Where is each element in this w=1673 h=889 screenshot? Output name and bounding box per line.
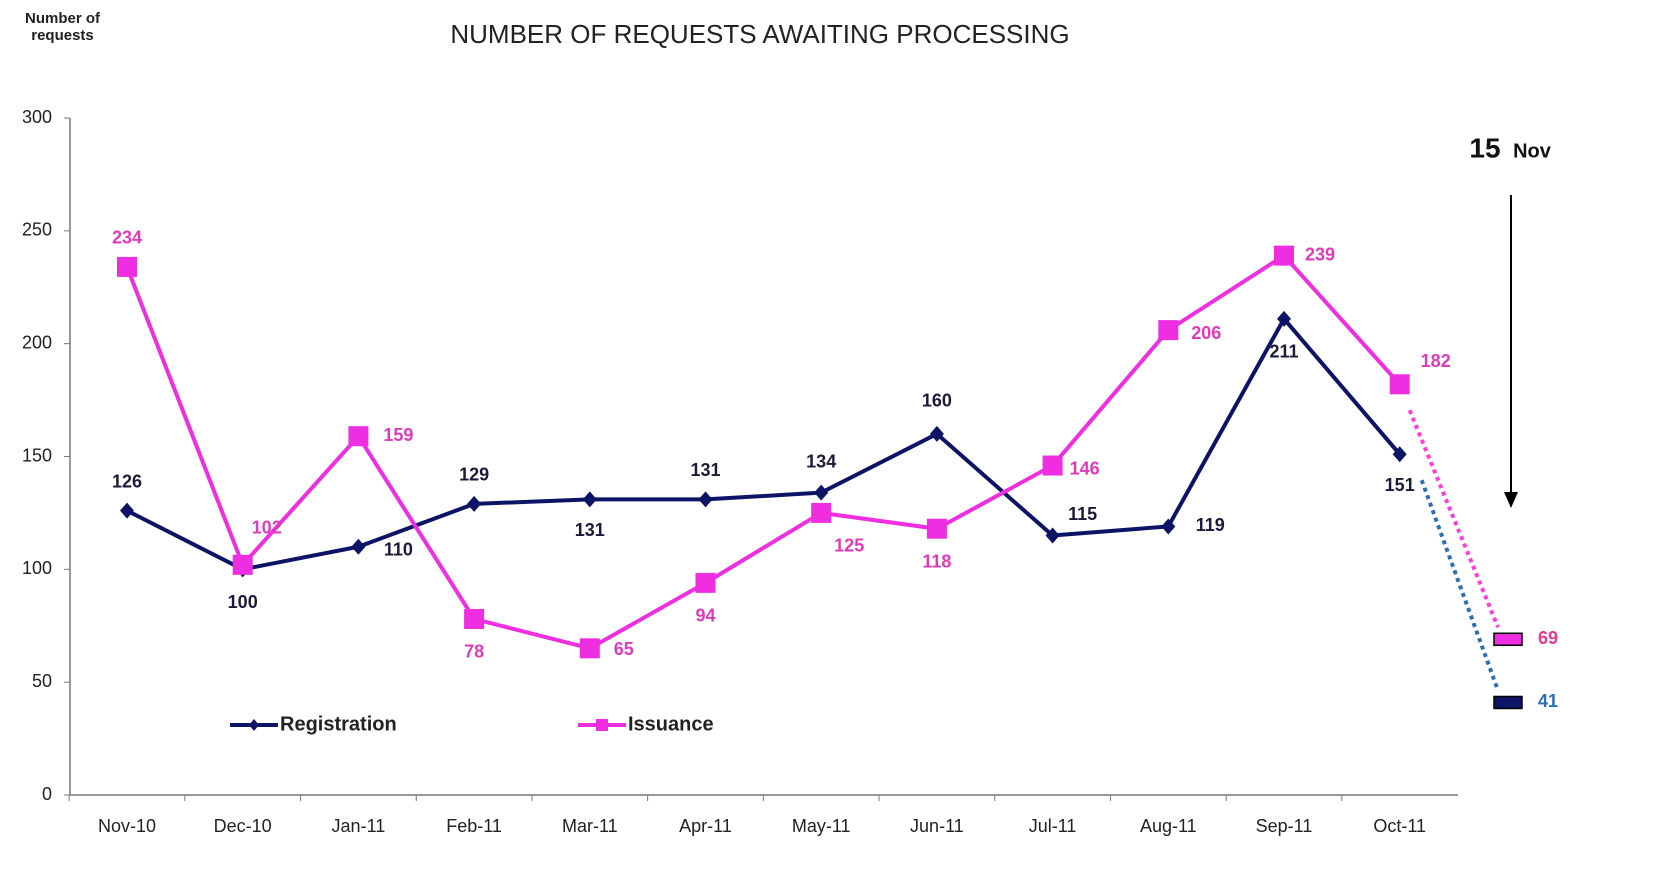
connector — [1407, 409, 1500, 629]
marker — [1042, 455, 1063, 476]
marker — [120, 502, 134, 519]
data-label: 134 — [806, 451, 836, 471]
legend-marker — [249, 719, 259, 731]
x-tick-label: Oct-11 — [1373, 816, 1426, 836]
data-label: 206 — [1191, 323, 1221, 343]
latest-label: 41 — [1538, 691, 1558, 711]
y-tick-label: 200 — [22, 332, 52, 352]
data-label: 211 — [1269, 342, 1298, 362]
x-tick-label: Apr-11 — [679, 816, 732, 836]
legend-label: Issuance — [628, 713, 714, 735]
y-tick-label: 150 — [22, 445, 52, 465]
data-label: 151 — [1385, 475, 1415, 495]
marker — [814, 484, 829, 501]
legend-marker — [596, 719, 608, 731]
data-label: 131 — [690, 460, 720, 480]
data-label: 182 — [1421, 351, 1451, 371]
latest-marker — [1493, 695, 1523, 710]
data-label: 126 — [112, 471, 142, 491]
marker — [232, 554, 253, 575]
x-tick-label: Mar-11 — [562, 816, 618, 836]
data-label: 159 — [383, 425, 413, 445]
annotation-day: 15 — [1469, 132, 1500, 163]
data-label: 118 — [922, 551, 951, 571]
data-label: 131 — [575, 520, 605, 540]
data-label: 239 — [1305, 244, 1335, 264]
y-tick-label: 300 — [22, 107, 52, 127]
connector — [1419, 479, 1500, 692]
data-label: 110 — [384, 540, 413, 560]
annotation-arrowhead — [1504, 492, 1518, 508]
marker — [582, 491, 597, 508]
marker — [464, 608, 485, 629]
marker — [929, 425, 944, 442]
x-tick-label: Jan-11 — [332, 816, 386, 836]
data-label: 160 — [922, 391, 952, 411]
marker — [351, 538, 366, 555]
x-tick-label: Jul-11 — [1029, 816, 1077, 836]
data-label: 115 — [1068, 504, 1097, 524]
y-axis-title: Number of requests — [25, 10, 100, 44]
series-line — [126, 316, 1402, 572]
data-label: 94 — [695, 606, 715, 626]
y-tick-label: 0 — [42, 784, 52, 804]
x-tick-label: Jun-11 — [910, 816, 964, 836]
x-tick-label: Feb-11 — [446, 816, 502, 836]
marker — [1158, 320, 1179, 341]
data-label: 119 — [1196, 515, 1225, 535]
marker — [811, 502, 832, 523]
data-label: 100 — [228, 592, 258, 612]
latest-marker — [1493, 632, 1523, 647]
marker — [579, 638, 600, 659]
x-tick-label: Nov-10 — [98, 816, 156, 836]
marker — [695, 572, 716, 593]
marker — [117, 256, 137, 277]
marker — [926, 518, 947, 539]
marker — [1277, 310, 1291, 327]
annotation-month: Nov — [1513, 140, 1552, 162]
series-line — [125, 253, 1402, 651]
marker — [1392, 446, 1407, 463]
data-label: 129 — [459, 465, 489, 485]
x-tick-label: Aug-11 — [1140, 816, 1197, 836]
y-tick-label: 100 — [22, 558, 52, 578]
x-tick-label: Dec-10 — [214, 816, 272, 836]
marker — [467, 495, 482, 512]
x-tick-label: Sep-11 — [1256, 816, 1313, 836]
marker — [348, 426, 369, 447]
data-label: 125 — [834, 536, 864, 556]
chart-title: NUMBER OF REQUESTS AWAITING PROCESSING — [450, 19, 1069, 49]
marker — [698, 491, 713, 508]
legend-label: Registration — [280, 713, 397, 735]
data-label: 78 — [464, 642, 484, 662]
data-label: 234 — [112, 228, 142, 248]
marker — [1161, 518, 1176, 535]
x-tick-label: May-11 — [792, 816, 851, 836]
marker — [1274, 245, 1294, 266]
marker — [1045, 527, 1060, 544]
data-label: 102 — [252, 518, 282, 538]
y-tick-label: 50 — [32, 671, 52, 691]
y-tick-label: 250 — [22, 220, 52, 240]
latest-label: 69 — [1538, 628, 1558, 648]
data-label: 146 — [1070, 458, 1100, 478]
data-label: 65 — [614, 639, 634, 659]
marker — [1389, 374, 1410, 395]
